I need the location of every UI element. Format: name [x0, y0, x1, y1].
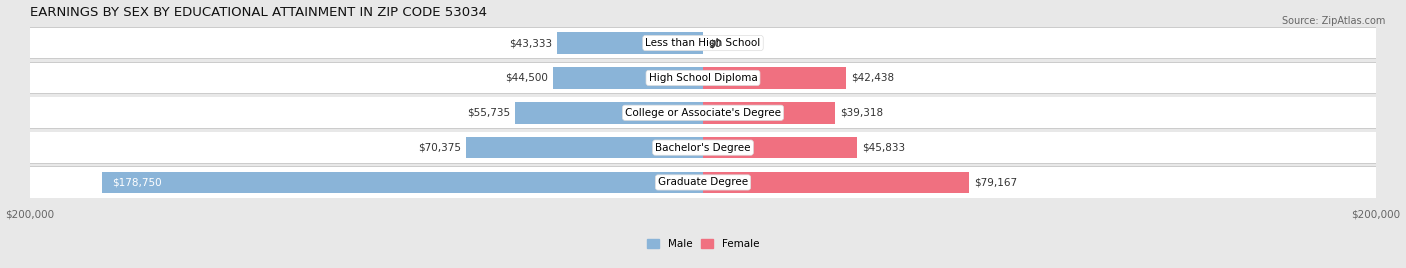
Legend: Male, Female: Male, Female: [643, 235, 763, 253]
Bar: [30, 62, 1376, 94]
Bar: [30, 167, 1376, 198]
Bar: [30, 166, 1376, 199]
Bar: [703, 102, 835, 124]
Bar: [703, 172, 969, 193]
Text: $0: $0: [709, 38, 721, 48]
Text: $178,750: $178,750: [111, 177, 162, 187]
Text: Less than High School: Less than High School: [645, 38, 761, 48]
Bar: [557, 32, 703, 54]
Text: $79,167: $79,167: [974, 177, 1018, 187]
Text: $55,735: $55,735: [467, 108, 510, 118]
Text: Source: ZipAtlas.com: Source: ZipAtlas.com: [1281, 16, 1385, 26]
Bar: [516, 102, 703, 124]
Text: $45,833: $45,833: [862, 143, 905, 152]
Text: High School Diploma: High School Diploma: [648, 73, 758, 83]
Text: College or Associate's Degree: College or Associate's Degree: [626, 108, 780, 118]
Bar: [30, 28, 1376, 58]
Text: $42,438: $42,438: [851, 73, 894, 83]
Bar: [467, 137, 703, 158]
Text: Bachelor's Degree: Bachelor's Degree: [655, 143, 751, 152]
Text: EARNINGS BY SEX BY EDUCATIONAL ATTAINMENT IN ZIP CODE 53034: EARNINGS BY SEX BY EDUCATIONAL ATTAINMEN…: [30, 6, 486, 18]
Bar: [30, 132, 1376, 164]
Text: $70,375: $70,375: [418, 143, 461, 152]
Bar: [554, 67, 703, 89]
Bar: [703, 67, 846, 89]
Bar: [30, 98, 1376, 128]
Text: $39,318: $39,318: [841, 108, 883, 118]
Text: $44,500: $44,500: [505, 73, 548, 83]
Text: $43,333: $43,333: [509, 38, 553, 48]
Bar: [703, 137, 858, 158]
Bar: [30, 132, 1376, 163]
Text: Graduate Degree: Graduate Degree: [658, 177, 748, 187]
Bar: [30, 27, 1376, 59]
Bar: [30, 62, 1376, 93]
Bar: [101, 172, 703, 193]
Bar: [30, 97, 1376, 129]
